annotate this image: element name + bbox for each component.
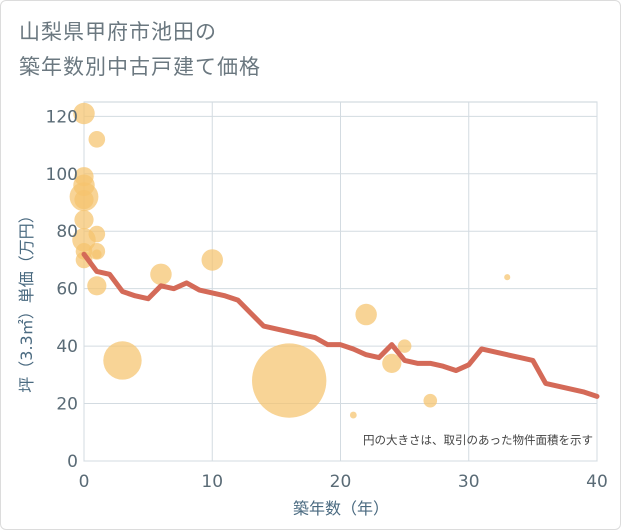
trend-polyline	[81, 251, 600, 399]
tick-labels: 0 10 20 30 40 0 20 40 60 80 100 120	[46, 107, 608, 492]
chart-title: 山梨県甲府市池田の 築年数別中古戸建て価格	[19, 15, 261, 85]
bubble-4	[74, 190, 94, 210]
y-tick-label-0: 0	[67, 452, 78, 472]
bubble-13	[87, 276, 107, 296]
x-tick-label-2: 20	[330, 472, 352, 492]
x-tick-label-3: 30	[458, 472, 480, 492]
bubble-14	[103, 341, 142, 380]
bubble-9	[88, 131, 106, 148]
bubble-15	[150, 263, 172, 286]
bubble-17	[252, 343, 327, 418]
bubbles	[69, 102, 511, 419]
y-axis-label: 坪（3.3㎡）単価（万円）	[17, 207, 36, 392]
bubble-21	[397, 339, 412, 353]
bubble-16	[201, 249, 223, 271]
y-tick-label-5: 100	[46, 165, 78, 185]
y-tick-label-4: 80	[56, 222, 78, 242]
x-tick-label-1: 10	[201, 472, 223, 492]
y-tick-label-6: 120	[46, 107, 78, 127]
chart-title-line-2: 築年数別中古戸建て価格	[19, 55, 261, 79]
bubble-23	[504, 274, 511, 281]
trend-line	[81, 251, 600, 399]
bubble-20	[382, 353, 402, 373]
x-tick-label-0: 0	[79, 472, 90, 492]
bubble-12	[92, 249, 102, 260]
bubble-10	[88, 225, 106, 243]
chart-title-line-1: 山梨県甲府市池田の	[19, 20, 217, 44]
y-tick-label-1: 20	[56, 395, 78, 415]
y-tick-label-3: 60	[56, 280, 78, 300]
x-axis-label: 築年数（年）	[293, 499, 389, 518]
bubble-0	[73, 102, 95, 125]
size-note: 円の大きさは、取引のあった物件面積を示す	[363, 433, 593, 447]
bubble-19	[355, 303, 377, 326]
x-tick-label-4: 40	[586, 472, 608, 492]
bubble-22	[423, 393, 438, 408]
bubble-5	[74, 210, 94, 230]
y-tick-label-2: 40	[56, 337, 78, 357]
bubble-18	[349, 411, 357, 419]
